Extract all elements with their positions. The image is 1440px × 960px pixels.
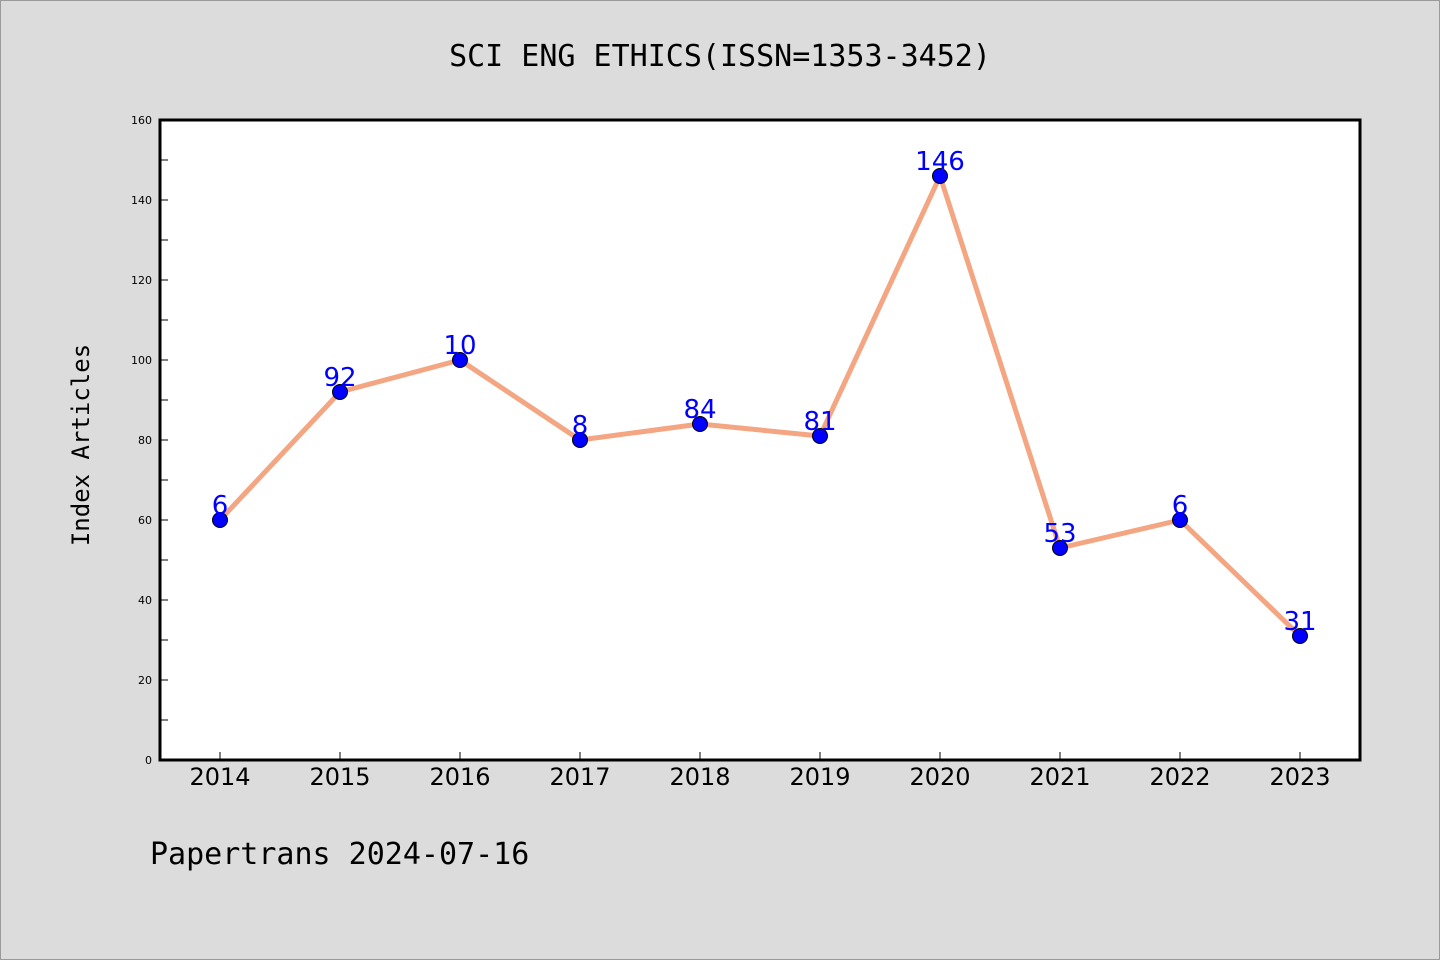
x-tick-label: 2016 — [429, 763, 490, 791]
y-tick-label: 160 — [131, 114, 152, 127]
data-point — [812, 428, 828, 444]
data-point — [1292, 628, 1308, 644]
y-tick-label: 20 — [138, 674, 152, 687]
data-point — [692, 416, 708, 432]
x-tick-label: 2023 — [1269, 763, 1330, 791]
y-axis-ticks: 0 20 40 60 80 100 120 140 160 — [131, 114, 168, 767]
series-line-group — [217, 173, 1303, 639]
data-point — [212, 512, 228, 528]
y-tick-label: 140 — [131, 194, 152, 207]
y-tick-label: 80 — [138, 434, 152, 447]
data-label: 146 — [915, 147, 965, 177]
data-label: 53 — [1043, 519, 1076, 549]
x-tick-label: 2019 — [789, 763, 850, 791]
data-point — [452, 352, 468, 368]
x-tick-label: 2018 — [669, 763, 730, 791]
plot-area — [158, 118, 1362, 762]
data-label: 6 — [1172, 491, 1189, 521]
data-point — [1172, 512, 1188, 528]
x-tick-label: 2021 — [1029, 763, 1090, 791]
data-label: 6 — [212, 491, 229, 521]
y-axis-label: Index Articles — [67, 344, 95, 546]
x-tick-label: 2015 — [309, 763, 370, 791]
series-line — [217, 173, 1303, 639]
data-markers — [212, 168, 1308, 644]
x-tick-label: 2014 — [189, 763, 250, 791]
data-label: 10 — [443, 331, 476, 361]
data-point — [1052, 540, 1068, 556]
y-tick-label: 40 — [138, 594, 152, 607]
x-axis-ticks: 2014 2015 2016 2017 2018 2019 2020 2021 2022 2023 — [189, 752, 1331, 791]
y-tick-label: 0 — [145, 754, 152, 767]
data-label: 8 — [572, 411, 589, 441]
data-label: 92 — [323, 363, 356, 393]
data-point — [332, 384, 348, 400]
y-tick-label: 60 — [138, 514, 152, 527]
data-label: 81 — [803, 407, 836, 437]
data-point — [932, 168, 948, 184]
y-tick-label: 100 — [131, 354, 152, 367]
footer-caption: Papertrans 2024-07-16 — [150, 837, 529, 872]
data-label: 31 — [1283, 607, 1316, 637]
x-tick-label: 2022 — [1149, 763, 1210, 791]
x-tick-label: 2020 — [909, 763, 970, 791]
data-label: 84 — [683, 395, 716, 425]
x-tick-label: 2017 — [549, 763, 610, 791]
data-point — [572, 432, 588, 448]
chart-title: SCI ENG ETHICS(ISSN=1353-3452) — [449, 39, 991, 74]
data-labels: 6 92 10 8 84 81 146 53 6 31 — [212, 147, 1317, 637]
y-tick-label: 120 — [131, 274, 152, 287]
